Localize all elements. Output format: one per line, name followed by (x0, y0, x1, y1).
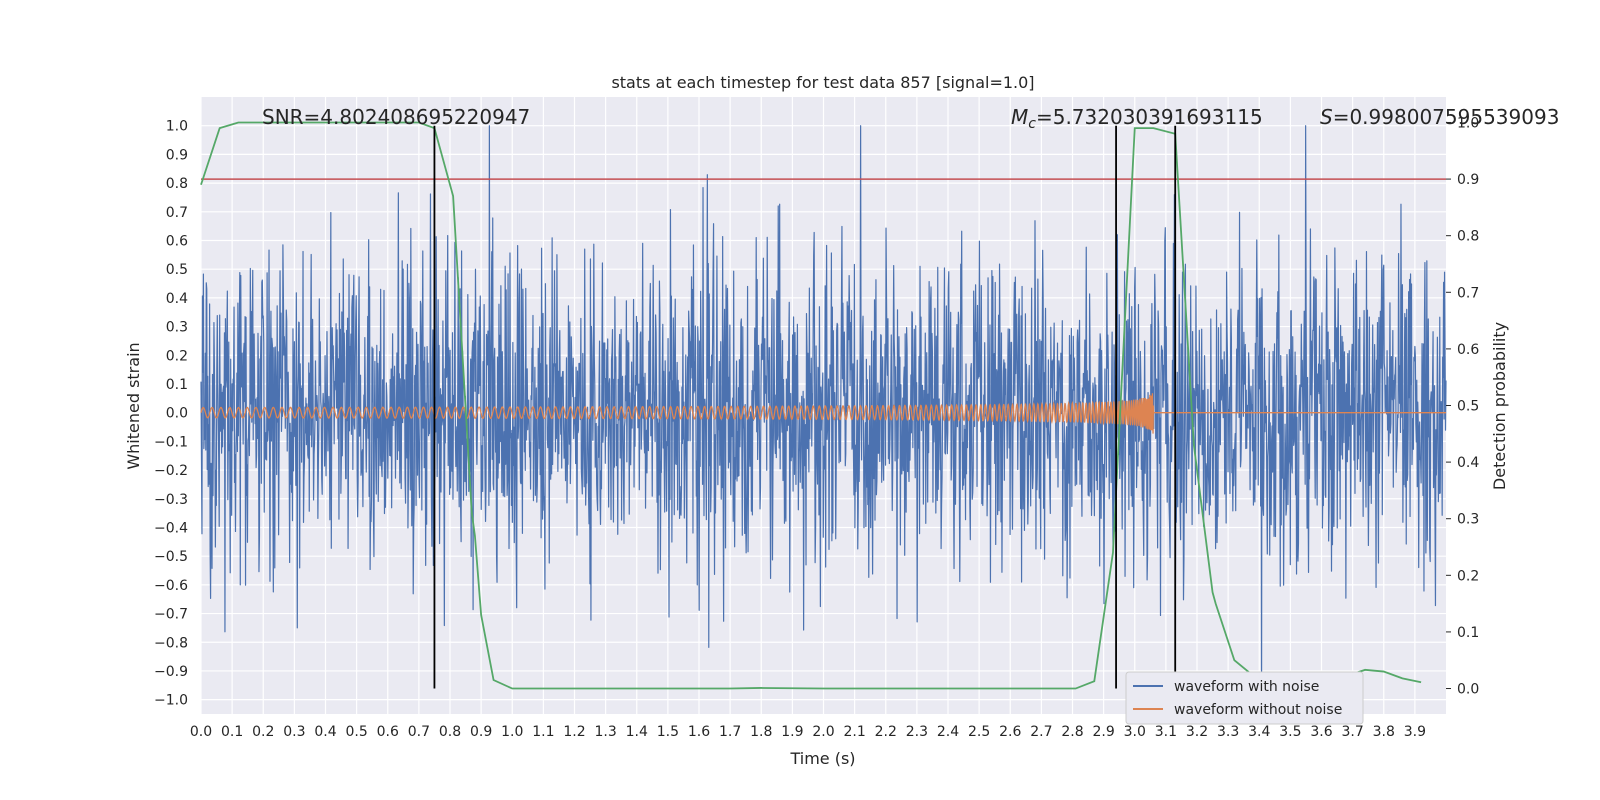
x-tick-37: 3.7 (1341, 724, 1363, 740)
x-tick-4: 0.4 (314, 724, 336, 740)
x-tick-15: 1.5 (657, 724, 679, 740)
x-tick-28: 2.8 (1061, 724, 1083, 740)
y-left-tick-6: 0.4 (166, 291, 188, 307)
y-left-tick-19: −0.9 (154, 664, 188, 680)
x-tick-18: 1.8 (750, 724, 772, 740)
snr-annotation: SNR=4.802408695220947 (262, 105, 530, 129)
x-tick-13: 1.3 (594, 724, 616, 740)
y-left-tick-20: −1.0 (154, 693, 188, 709)
x-tick-27: 2.7 (1030, 724, 1052, 740)
x-tick-2: 0.2 (252, 724, 274, 740)
s-annotation: S=0.998007595539093 (1320, 105, 1559, 129)
y-left-tick-10: 0.0 (166, 406, 188, 422)
y-left-tick-1: 0.9 (166, 147, 188, 163)
mc-symbol: M (1011, 105, 1028, 129)
y-left-tick-11: −0.1 (154, 434, 188, 450)
x-tick-39: 3.9 (1404, 724, 1426, 740)
y-right-tick-10: 0.0 (1457, 682, 1479, 698)
y-left-tick-3: 0.7 (166, 205, 188, 221)
y-left-tick-14: −0.4 (154, 520, 188, 536)
x-tick-22: 2.2 (875, 724, 897, 740)
y-axis-right-label: Detection probability (1490, 322, 1509, 490)
x-tick-21: 2.1 (843, 724, 865, 740)
y-left-tick-16: −0.6 (154, 578, 188, 594)
x-tick-7: 0.7 (408, 724, 430, 740)
y-right-tick-0: 1.0 (1457, 115, 1479, 131)
y-right-tick-7: 0.3 (1457, 512, 1479, 528)
y-right-tick-2: 0.8 (1457, 229, 1479, 245)
y-right-tick-4: 0.6 (1457, 342, 1479, 358)
y-left-tick-5: 0.5 (166, 262, 188, 278)
y-axis-right-ticks: 1.0 0.9 0.8 0.7 0.6 0.5 0.4 0.3 0.2 0.1 0.0 (1446, 115, 1479, 698)
y-axis-left-label: Whitened strain (124, 342, 143, 469)
x-tick-6: 0.6 (377, 724, 399, 740)
vertical-markers (433, 125, 1177, 689)
x-tick-10: 1.0 (501, 724, 523, 740)
x-tick-29: 2.9 (1092, 724, 1114, 740)
x-tick-11: 1.1 (532, 724, 554, 740)
y-left-tick-2: 0.8 (166, 176, 188, 192)
s-value: =0.998007595539093 (1333, 105, 1560, 129)
x-tick-23: 2.3 (906, 724, 928, 740)
y-left-tick-12: −0.2 (154, 463, 188, 479)
x-tick-14: 1.4 (626, 724, 648, 740)
y-left-tick-13: −0.3 (154, 492, 188, 508)
x-tick-0: 0.0 (190, 724, 212, 740)
x-tick-26: 2.6 (999, 724, 1021, 740)
x-tick-5: 0.5 (345, 724, 367, 740)
x-tick-8: 0.8 (439, 724, 461, 740)
y-right-tick-8: 0.2 (1457, 568, 1479, 584)
y-right-tick-9: 0.1 (1457, 625, 1479, 641)
y-left-tick-8: 0.2 (166, 348, 188, 364)
x-tick-9: 0.9 (470, 724, 492, 740)
x-tick-32: 3.2 (1186, 724, 1208, 740)
mc-annotation: Mc=5.732030391693115 (1011, 105, 1263, 132)
grid-lines (200, 97, 1446, 714)
legend-label-noise: waveform with noise (1174, 679, 1319, 695)
waveform-without-noise-line (200, 393, 1446, 434)
x-tick-24: 2.4 (937, 724, 959, 740)
x-tick-38: 3.8 (1373, 724, 1395, 740)
legend: waveform with noise waveform without noi… (1125, 671, 1364, 725)
x-axis-ticks: 0.0 0.1 0.2 0.3 0.4 0.5 0.6 0.7 0.8 0.9 1.0 1.1 1.2 1… (190, 724, 1426, 740)
y-right-tick-6: 0.4 (1457, 455, 1479, 471)
x-tick-19: 1.9 (781, 724, 803, 740)
y-left-tick-17: −0.7 (154, 607, 188, 623)
y-right-tick-5: 0.5 (1457, 399, 1479, 415)
y-left-tick-4: 0.6 (166, 233, 188, 249)
x-tick-31: 3.1 (1155, 724, 1177, 740)
x-tick-25: 2.5 (968, 724, 990, 740)
y-axis-left-ticks: 1.0 0.9 0.8 0.7 0.6 0.5 0.4 0.3 0.2 0.1 0.0 −0.1 −0.… (154, 119, 188, 709)
mc-value: =5.732030391693115 (1036, 105, 1263, 129)
x-tick-12: 1.2 (563, 724, 585, 740)
s-symbol: S (1320, 105, 1333, 129)
waveform-with-noise-line (200, 125, 1447, 686)
y-left-tick-18: −0.8 (154, 635, 188, 651)
x-tick-16: 1.6 (688, 724, 710, 740)
x-tick-3: 0.3 (283, 724, 305, 740)
x-axis-label: Time (s) (789, 749, 855, 768)
x-tick-17: 1.7 (719, 724, 741, 740)
y-right-tick-3: 0.7 (1457, 285, 1479, 301)
legend-box (1125, 671, 1364, 725)
x-tick-33: 3.3 (1217, 724, 1239, 740)
y-left-tick-7: 0.3 (166, 320, 188, 336)
x-tick-35: 3.5 (1279, 724, 1301, 740)
x-tick-20: 2.0 (812, 724, 834, 740)
y-left-tick-9: 0.1 (166, 377, 188, 393)
y-right-tick-1: 0.9 (1457, 172, 1479, 188)
y-left-tick-15: −0.5 (154, 549, 188, 565)
chart-title: stats at each timestep for test data 857… (611, 73, 1034, 92)
x-tick-34: 3.4 (1248, 724, 1270, 740)
mc-subscript: c (1028, 116, 1036, 132)
x-tick-36: 3.6 (1310, 724, 1332, 740)
waveform-with-noise-series (200, 125, 1447, 686)
x-tick-30: 3.0 (1124, 724, 1146, 740)
x-tick-1: 0.1 (221, 724, 243, 740)
waveform-without-noise-series (200, 393, 1446, 434)
legend-label-clean: waveform without noise (1174, 702, 1342, 718)
y-left-tick-0: 1.0 (166, 119, 188, 135)
